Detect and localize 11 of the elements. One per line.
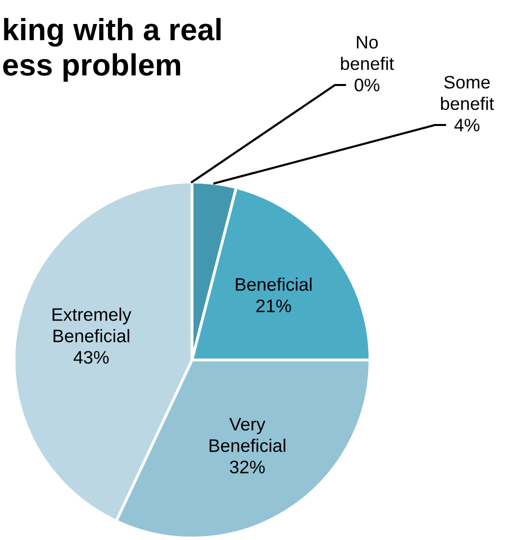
data-label: 32% <box>230 460 265 474</box>
data-label: 21% <box>256 299 292 312</box>
data-label: 4% <box>454 118 480 132</box>
category-label: No benefit <box>341 36 394 70</box>
data-label: 43% <box>74 350 109 364</box>
text: 0% <box>354 78 380 92</box>
slice-label: Extremely Beneficial <box>52 308 132 342</box>
slice-label: Beneficial <box>236 278 312 291</box>
chart-title: king with a real ess problem <box>3 18 221 82</box>
slice-label: Very Beneficial <box>210 418 286 452</box>
slice-label: Some benefit <box>441 76 494 110</box>
